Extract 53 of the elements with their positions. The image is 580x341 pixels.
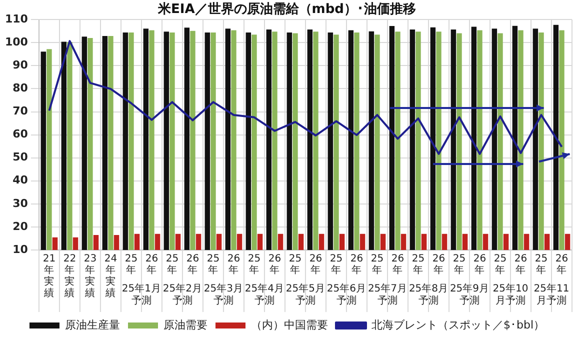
legend-label: （内）中国需要 [250, 318, 328, 332]
x-tick-label: 25年 [288, 253, 302, 276]
x-tick-label: 26年 [145, 253, 158, 276]
y-tick-label: 100 [4, 36, 28, 48]
text: 25年10月予測 [492, 282, 528, 307]
x-tick-label: 26年 [309, 253, 322, 276]
text: 25年2月予測 [162, 282, 202, 307]
y-tick-label: 110 [4, 12, 28, 26]
y-tick-label: 50 [12, 150, 28, 164]
text: 25年11月予測 [534, 282, 570, 307]
x-tick-label: 25年 [412, 253, 425, 276]
y-tick-label: 60 [12, 128, 28, 141]
text: 25年7月予測 [368, 282, 408, 307]
x-tick-label: 25年 [534, 253, 548, 276]
y-tick-label: 80 [12, 82, 28, 95]
x-tick-label: 25年 [330, 253, 343, 276]
text: 25年1月予測 [122, 282, 162, 307]
x-tick-label: 26年 [432, 253, 446, 276]
y-tick-label: 40 [12, 174, 28, 187]
x-tick-label: 21年実績 [42, 253, 56, 299]
x-tick-label: 26年 [473, 253, 486, 276]
x-tick-label: 26年 [350, 253, 364, 276]
x-tick-label: 25年 [206, 253, 220, 276]
x-tick-label: 26年 [391, 253, 404, 276]
y-tick-label: 10 [12, 242, 28, 256]
x-tick-label: 23年実績 [84, 253, 97, 299]
x-tick-label: 24年実績 [104, 253, 118, 299]
legend-label: 原油生産量 [64, 318, 120, 332]
x-tick-label: 25年 [494, 253, 507, 276]
legend-label: 北海ブレント（スポット／$･bbl） [371, 318, 545, 332]
text: 25年3月予測 [204, 282, 244, 307]
x-tick-label: 26年 [514, 253, 528, 276]
x-tick-label: 22年実績 [63, 253, 76, 299]
x-tick-label: 25年 [166, 253, 179, 276]
text: 25年8月予測 [408, 282, 448, 307]
x-tick-label: 25年 [370, 253, 384, 276]
chart-title: 米EIA／世界の原油需給（mbd）･油価推移 [157, 2, 416, 18]
y-tick-label: 70 [12, 104, 28, 118]
y-tick-label: 90 [12, 58, 28, 72]
x-tick-label: 26年 [555, 253, 568, 276]
text: 25年5月予測 [286, 282, 326, 307]
y-tick-label: 30 [12, 196, 28, 210]
legend-label: 原油需要 [163, 318, 208, 332]
text: 25年6月予測 [326, 282, 366, 307]
x-tick-label: 26年 [227, 253, 240, 276]
y-tick-label: 20 [12, 220, 28, 233]
text: 25年4月予測 [244, 282, 284, 307]
text: 25年9月予測 [450, 282, 490, 307]
x-tick-label: 25年 [248, 253, 261, 276]
x-tick-label: 25年 [452, 253, 466, 276]
x-tick-label: 26年 [186, 253, 200, 276]
x-tick-label: 25年 [124, 253, 138, 276]
x-tick-label: 26年 [268, 253, 282, 276]
